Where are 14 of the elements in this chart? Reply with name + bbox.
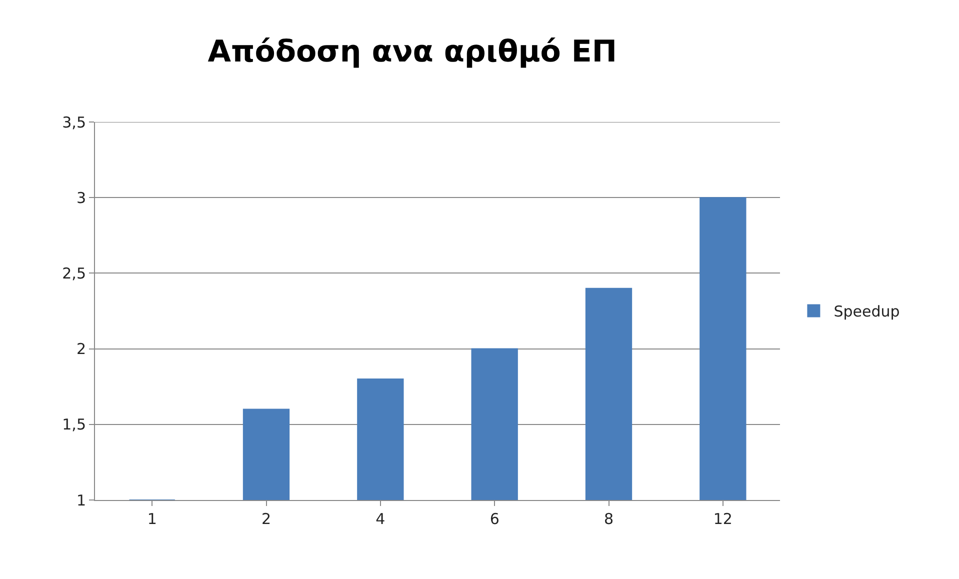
- y-tick-label: 2,5: [62, 264, 86, 282]
- y-tick-label: 1,5: [62, 416, 86, 434]
- y-tick-label: 3,5: [62, 113, 86, 132]
- x-tick-label: 12: [713, 510, 732, 528]
- x-tick-label: 4: [376, 510, 386, 528]
- x-tick-label: 6: [490, 510, 500, 528]
- y-tick-label: 1: [76, 491, 86, 510]
- x-tick-label: 8: [604, 510, 614, 528]
- legend-label: Speedup: [834, 302, 900, 321]
- y-tick-label: 2: [76, 340, 86, 358]
- x-tick-label: 1: [147, 510, 157, 528]
- chart-title: Απόδοση ανα αριθμό ΕΠ: [208, 34, 617, 70]
- y-tick-label: 3: [76, 188, 86, 207]
- x-tick-label: 2: [261, 510, 272, 528]
